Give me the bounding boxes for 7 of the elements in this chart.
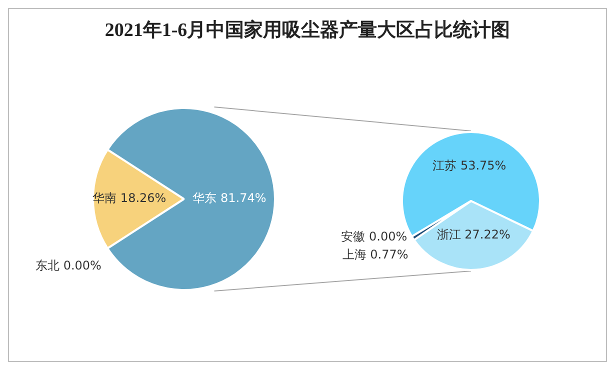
slice-label: 上海 0.77%: [342, 247, 408, 262]
slice-label: 浙江 27.22%: [436, 228, 510, 242]
slice-label: 华东 81.74%: [192, 191, 266, 206]
category-label: 安徽 0.00%: [341, 230, 408, 244]
chart-title: 2021年1-6月中国家用吸尘器产量大区占比统计图: [104, 18, 512, 43]
slice-label: 江苏 53.75%: [432, 158, 506, 173]
category-label: 东北 0.00%: [36, 258, 102, 272]
